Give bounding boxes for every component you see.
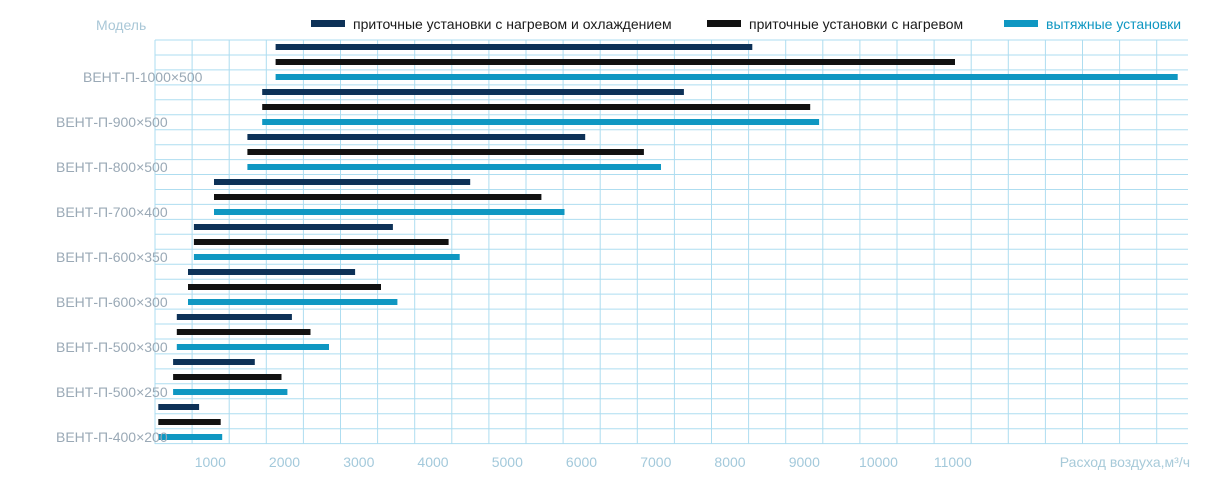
bar bbox=[188, 269, 356, 275]
x-tick-label: 7000 bbox=[640, 454, 671, 470]
category-label: ВЕНТ-П-500×300 bbox=[56, 339, 168, 355]
x-tick-label: 5000 bbox=[492, 454, 523, 470]
bar bbox=[173, 389, 288, 395]
legend-label: приточные установки с нагревом и охлажде… bbox=[353, 16, 672, 32]
category-label: ВЕНТ-П-800×500 bbox=[56, 159, 168, 175]
legend-swatch bbox=[707, 20, 741, 27]
bar bbox=[262, 104, 811, 110]
bar bbox=[176, 314, 292, 320]
x-tick-label: 9000 bbox=[789, 454, 820, 470]
bar bbox=[173, 359, 255, 365]
bar bbox=[247, 164, 661, 170]
bar bbox=[173, 374, 282, 380]
legend-label: вытяжные установки bbox=[1046, 16, 1181, 32]
x-tick-label: 1000 bbox=[195, 454, 226, 470]
x-tick-label: 2000 bbox=[269, 454, 300, 470]
category-label: ВЕНТ-П-700×400 bbox=[56, 204, 168, 220]
x-tick-label: 11000 bbox=[934, 454, 972, 470]
x-tick-label: 3000 bbox=[343, 454, 374, 470]
x-tick-label: 10000 bbox=[859, 454, 898, 470]
x-tick-label: 6000 bbox=[566, 454, 597, 470]
x-tick-label: 4000 bbox=[417, 454, 448, 470]
bar bbox=[193, 224, 393, 230]
bar bbox=[247, 149, 644, 155]
category-label: ВЕНТ-П-900×500 bbox=[56, 114, 168, 130]
labels: ВЕНТ-П-400×200 ВЕНТ-П-500×250 ВЕНТ-П-500×3… bbox=[56, 17, 1190, 470]
bar bbox=[158, 404, 200, 410]
bar bbox=[214, 194, 542, 200]
bar bbox=[193, 254, 460, 260]
category-label: ВЕНТ-П-600×300 bbox=[56, 294, 168, 310]
legend-swatch bbox=[1004, 20, 1038, 27]
x-axis-title: Расход воздуха,м³/ч bbox=[1060, 454, 1190, 470]
bar bbox=[158, 419, 221, 425]
bar bbox=[176, 329, 311, 335]
bar bbox=[158, 434, 223, 440]
corner-label: Модель bbox=[96, 17, 146, 33]
legend: приточные установки с нагревом и охлажде… bbox=[311, 16, 1181, 32]
bars bbox=[158, 44, 1178, 440]
bar bbox=[247, 134, 586, 140]
category-label: ВЕНТ-П-400×200 bbox=[56, 429, 168, 445]
category-label: ВЕНТ-П-1000×500 bbox=[83, 69, 203, 85]
bar bbox=[262, 119, 820, 125]
bar bbox=[275, 74, 1178, 80]
bar bbox=[275, 59, 956, 65]
bar bbox=[188, 284, 381, 290]
bar bbox=[214, 209, 565, 215]
bar bbox=[214, 179, 471, 185]
bar bbox=[275, 44, 753, 50]
legend-label: приточные установки с нагревом bbox=[749, 16, 963, 32]
bar bbox=[262, 89, 684, 95]
category-label: ВЕНТ-П-600×350 bbox=[56, 249, 168, 265]
bar bbox=[193, 239, 449, 245]
legend-swatch bbox=[311, 20, 345, 27]
category-label: ВЕНТ-П-500×250 bbox=[56, 384, 168, 400]
grid bbox=[154, 39, 1188, 445]
bar bbox=[176, 344, 329, 350]
bar bbox=[188, 299, 398, 305]
x-tick-label: 8000 bbox=[714, 454, 745, 470]
